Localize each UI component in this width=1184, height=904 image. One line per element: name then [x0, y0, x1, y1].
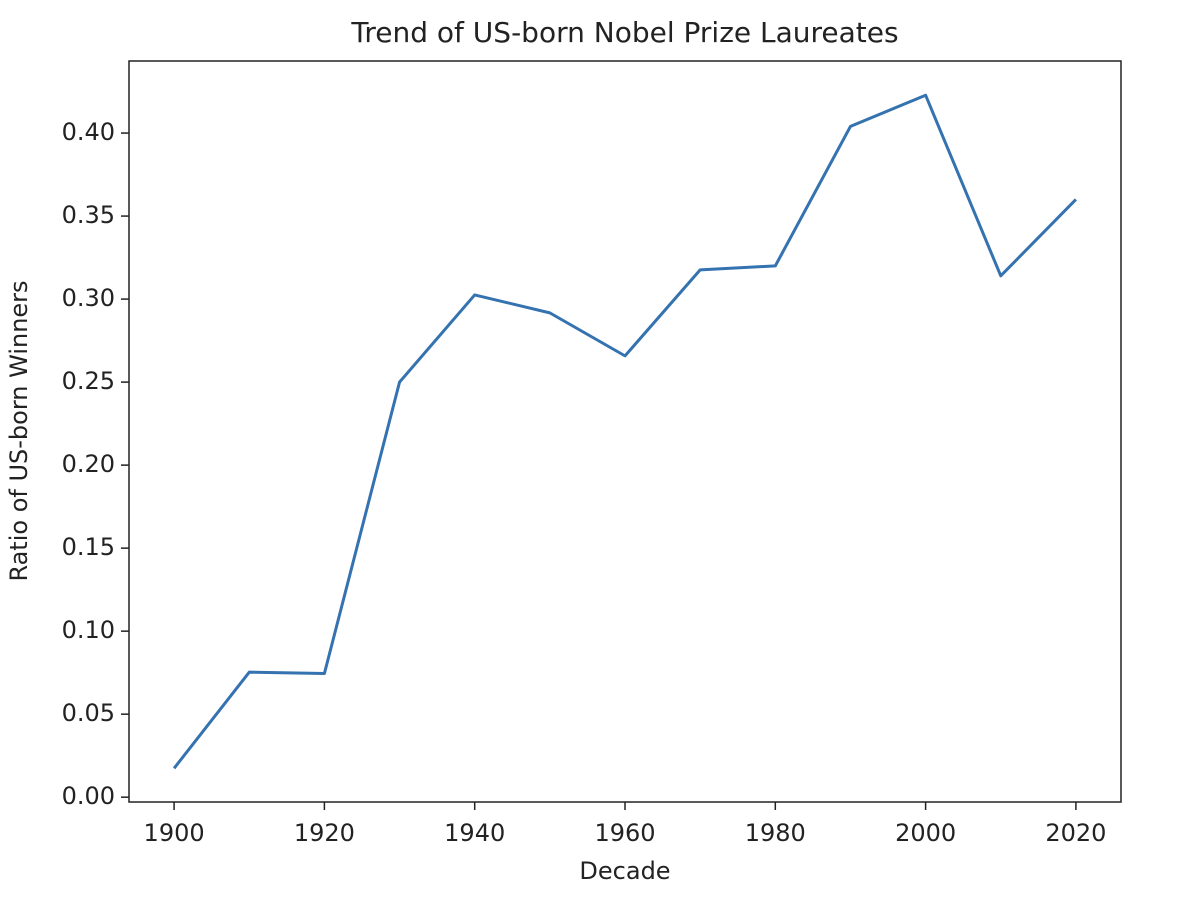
- y-tick-label: 0.20: [62, 450, 115, 478]
- x-tick-label: 1960: [594, 819, 655, 847]
- y-tick-label: 0.30: [62, 284, 115, 312]
- x-tick-label: 1980: [745, 819, 806, 847]
- x-axis-label: Decade: [579, 857, 670, 885]
- y-axis-label: Ratio of US-born Winners: [5, 280, 33, 581]
- y-tick-label: 0.05: [62, 699, 115, 727]
- x-tick-label: 1900: [144, 819, 205, 847]
- x-tick-label: 2000: [895, 819, 956, 847]
- y-tick-label: 0.10: [62, 616, 115, 644]
- y-tick-label: 0.35: [62, 201, 115, 229]
- y-tick-label: 0.15: [62, 533, 115, 561]
- chart-title: Trend of US-born Nobel Prize Laureates: [350, 16, 898, 49]
- x-tick-label: 1920: [294, 819, 355, 847]
- x-tick-label: 2020: [1045, 819, 1106, 847]
- y-tick-label: 0.40: [62, 118, 115, 146]
- y-tick-label: 0.00: [62, 782, 115, 810]
- x-tick-label: 1940: [444, 819, 505, 847]
- plot-frame: [128, 60, 1122, 803]
- data-line: [172, 93, 1077, 770]
- y-tick-label: 0.25: [62, 367, 115, 395]
